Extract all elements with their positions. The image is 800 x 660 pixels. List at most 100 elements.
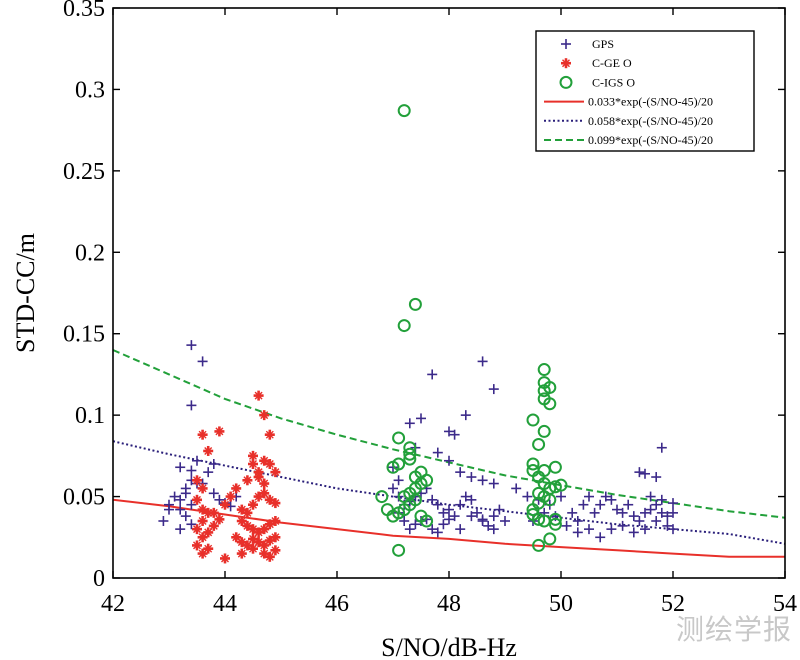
plus-point <box>449 429 460 440</box>
plus-point <box>511 483 522 494</box>
circle-point <box>537 363 551 377</box>
asterisk-point <box>270 467 281 478</box>
circle-point <box>543 397 557 411</box>
y-tick-label: 0.3 <box>75 77 105 103</box>
circle-point <box>420 514 434 528</box>
asterisk-point <box>242 520 253 531</box>
asterisk-point <box>225 491 236 502</box>
asterisk-point <box>197 532 208 543</box>
plus-point <box>455 467 466 478</box>
plus-point <box>158 516 169 526</box>
legend-label: 0.099*exp(-(S/NO-45)/20 <box>588 133 713 147</box>
asterisk-point <box>264 459 275 469</box>
x-tick-label: 48 <box>437 591 461 617</box>
plus-point <box>427 494 438 505</box>
circle-point <box>403 452 417 466</box>
plus-point <box>556 491 566 502</box>
plus-point <box>466 472 477 483</box>
plus-point <box>169 491 180 502</box>
plus-point <box>444 504 454 515</box>
plus-point <box>494 504 505 515</box>
series-cigso <box>375 104 568 557</box>
legend-item: GPS <box>561 37 614 51</box>
plus-point <box>595 532 606 543</box>
plus-point <box>449 511 460 522</box>
plus-point <box>662 520 673 531</box>
circle-point <box>548 512 562 526</box>
x-tick-label: 44 <box>213 591 237 617</box>
asterisk-point <box>253 467 264 478</box>
circle-point <box>543 532 557 546</box>
plus-point <box>477 475 488 486</box>
plus-point <box>410 519 421 530</box>
plus-point <box>612 504 622 515</box>
plus-point <box>466 494 477 505</box>
x-axis-title: S/NO/dB-Hz <box>381 633 517 660</box>
plus-point <box>186 465 197 476</box>
asterisk-point <box>259 455 270 466</box>
asterisk-point <box>259 478 270 489</box>
plus-point <box>668 507 678 518</box>
circle-point <box>526 457 540 471</box>
plus-point <box>640 468 650 479</box>
asterisk-point <box>236 548 247 559</box>
asterisk-point <box>220 499 230 510</box>
plus-point <box>500 516 510 526</box>
circle-point <box>526 413 540 427</box>
asterisk-point <box>259 548 270 559</box>
y-tick-label: 0.15 <box>63 322 105 348</box>
legend-label: 0.033*exp(-(S/NO-45)/20 <box>588 95 713 109</box>
plus-point <box>578 499 589 510</box>
y-tick-label: 0 <box>93 566 105 592</box>
circle-point <box>526 503 540 517</box>
y-tick-label: 0.05 <box>63 485 105 511</box>
plus-point <box>662 511 673 522</box>
plus-point <box>399 516 410 526</box>
plus-point <box>404 524 415 535</box>
plus-point <box>416 413 426 424</box>
plus-point <box>488 478 499 489</box>
plus-point <box>567 507 578 518</box>
circle-point <box>532 512 546 526</box>
plus-point <box>640 524 650 535</box>
legend-marker <box>561 39 571 49</box>
plus-point <box>628 511 639 522</box>
plus-point <box>651 499 662 510</box>
circle-point <box>392 431 406 445</box>
plus-point <box>656 442 667 453</box>
plus-point <box>208 459 219 469</box>
plus-point <box>600 491 611 502</box>
asterisk-point <box>259 524 270 535</box>
plus-point <box>623 499 634 510</box>
y-tick-label: 0.35 <box>63 0 105 22</box>
circle-point <box>548 460 562 474</box>
plus-point <box>203 467 214 478</box>
plus-point <box>192 455 202 466</box>
asterisk-point <box>197 548 208 559</box>
asterisk-point <box>270 532 281 543</box>
circle-point <box>548 480 562 494</box>
asterisk-point <box>270 516 281 526</box>
x-tick-label: 42 <box>101 591 125 617</box>
asterisk-point <box>208 507 219 518</box>
plus-point <box>488 384 499 395</box>
plus-point <box>455 524 466 535</box>
plus-point <box>634 516 645 526</box>
plus-point <box>589 507 600 518</box>
plus-point <box>483 520 494 531</box>
plus-point <box>561 520 572 531</box>
plus-point <box>393 475 404 486</box>
legend-label: GPS <box>592 37 614 51</box>
circle-point <box>380 503 394 517</box>
circle-point <box>537 384 551 398</box>
circle-point <box>548 517 562 531</box>
plus-point <box>472 507 482 518</box>
asterisk-point <box>248 524 258 535</box>
asterisk-point <box>192 540 202 551</box>
plus-point <box>640 507 650 518</box>
plus-point <box>572 516 583 526</box>
asterisk-point <box>197 504 208 515</box>
asterisk-point <box>197 516 208 526</box>
plus-point <box>572 527 583 538</box>
plus-point <box>488 511 499 522</box>
